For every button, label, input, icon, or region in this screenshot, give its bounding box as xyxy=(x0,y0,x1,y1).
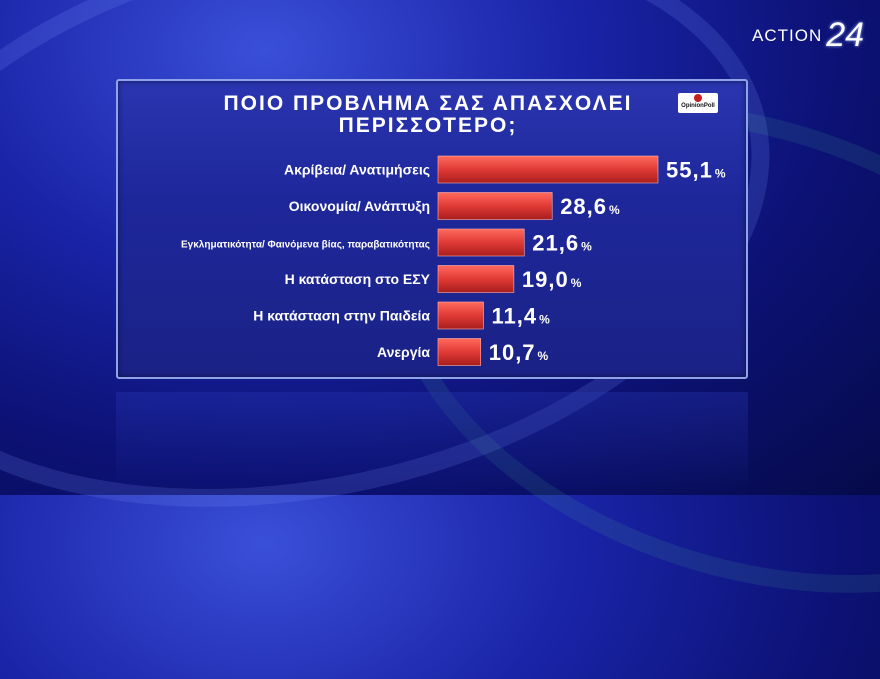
category-label: Εγκληματικότητα/ Φαινόμενα βίας, παραβατ… xyxy=(181,240,430,251)
value-label: 28,6% xyxy=(560,194,621,219)
panel-reflection xyxy=(116,392,748,492)
category-label: Ανεργία xyxy=(377,344,430,360)
channel-logo: ACTION 24 xyxy=(752,16,864,55)
value-label: 21,6% xyxy=(532,231,593,256)
bar xyxy=(437,192,553,220)
chart-panel: ΠΟΙΟ ΠΡΟΒΛΗΜΑ ΣΑΣ ΑΠΑΣΧΟΛΕΙ ΠΕΡΙΣΣΟΤΕΡΟ;… xyxy=(116,79,748,379)
category-label: Οικονομία/ Ανάπτυξη xyxy=(289,198,430,214)
percent-unit: % xyxy=(539,313,551,327)
value-label: 19,0% xyxy=(522,267,583,292)
pollster-badge: OpinionPoll xyxy=(678,93,718,113)
value-label: 11,4% xyxy=(492,304,551,329)
value-label: 55,1% xyxy=(666,158,727,183)
pollster-logo-icon xyxy=(694,94,702,102)
bar xyxy=(437,265,515,293)
chart-title: ΠΟΙΟ ΠΡΟΒΛΗΜΑ ΣΑΣ ΑΠΑΣΧΟΛΕΙ ΠΕΡΙΣΣΟΤΕΡΟ; xyxy=(223,92,633,137)
bar xyxy=(437,228,525,257)
category-label: Ακρίβεια/ Ανατιμήσεις xyxy=(284,162,430,178)
percent-unit: % xyxy=(715,167,727,181)
bar xyxy=(437,338,482,366)
bar xyxy=(437,155,659,184)
percent-unit: % xyxy=(571,276,583,290)
bar xyxy=(437,301,484,330)
logo-text: ACTION xyxy=(752,25,823,45)
category-label: Η κατάσταση στην Παιδεία xyxy=(253,308,430,324)
bar-chart: Ακρίβεια/ Ανατιμήσεις 55,1 % Οικονομία/ Ανά… xyxy=(181,155,727,366)
value-label: 10,7% xyxy=(489,340,549,365)
logo-number: 24 xyxy=(826,16,865,54)
percent-unit: % xyxy=(609,203,621,217)
pollster-name: OpinionPoll xyxy=(681,103,715,109)
category-label: Η κατάσταση στο ΕΣΥ xyxy=(285,271,431,287)
percent-unit: % xyxy=(581,240,593,254)
percent-unit: % xyxy=(538,349,550,363)
